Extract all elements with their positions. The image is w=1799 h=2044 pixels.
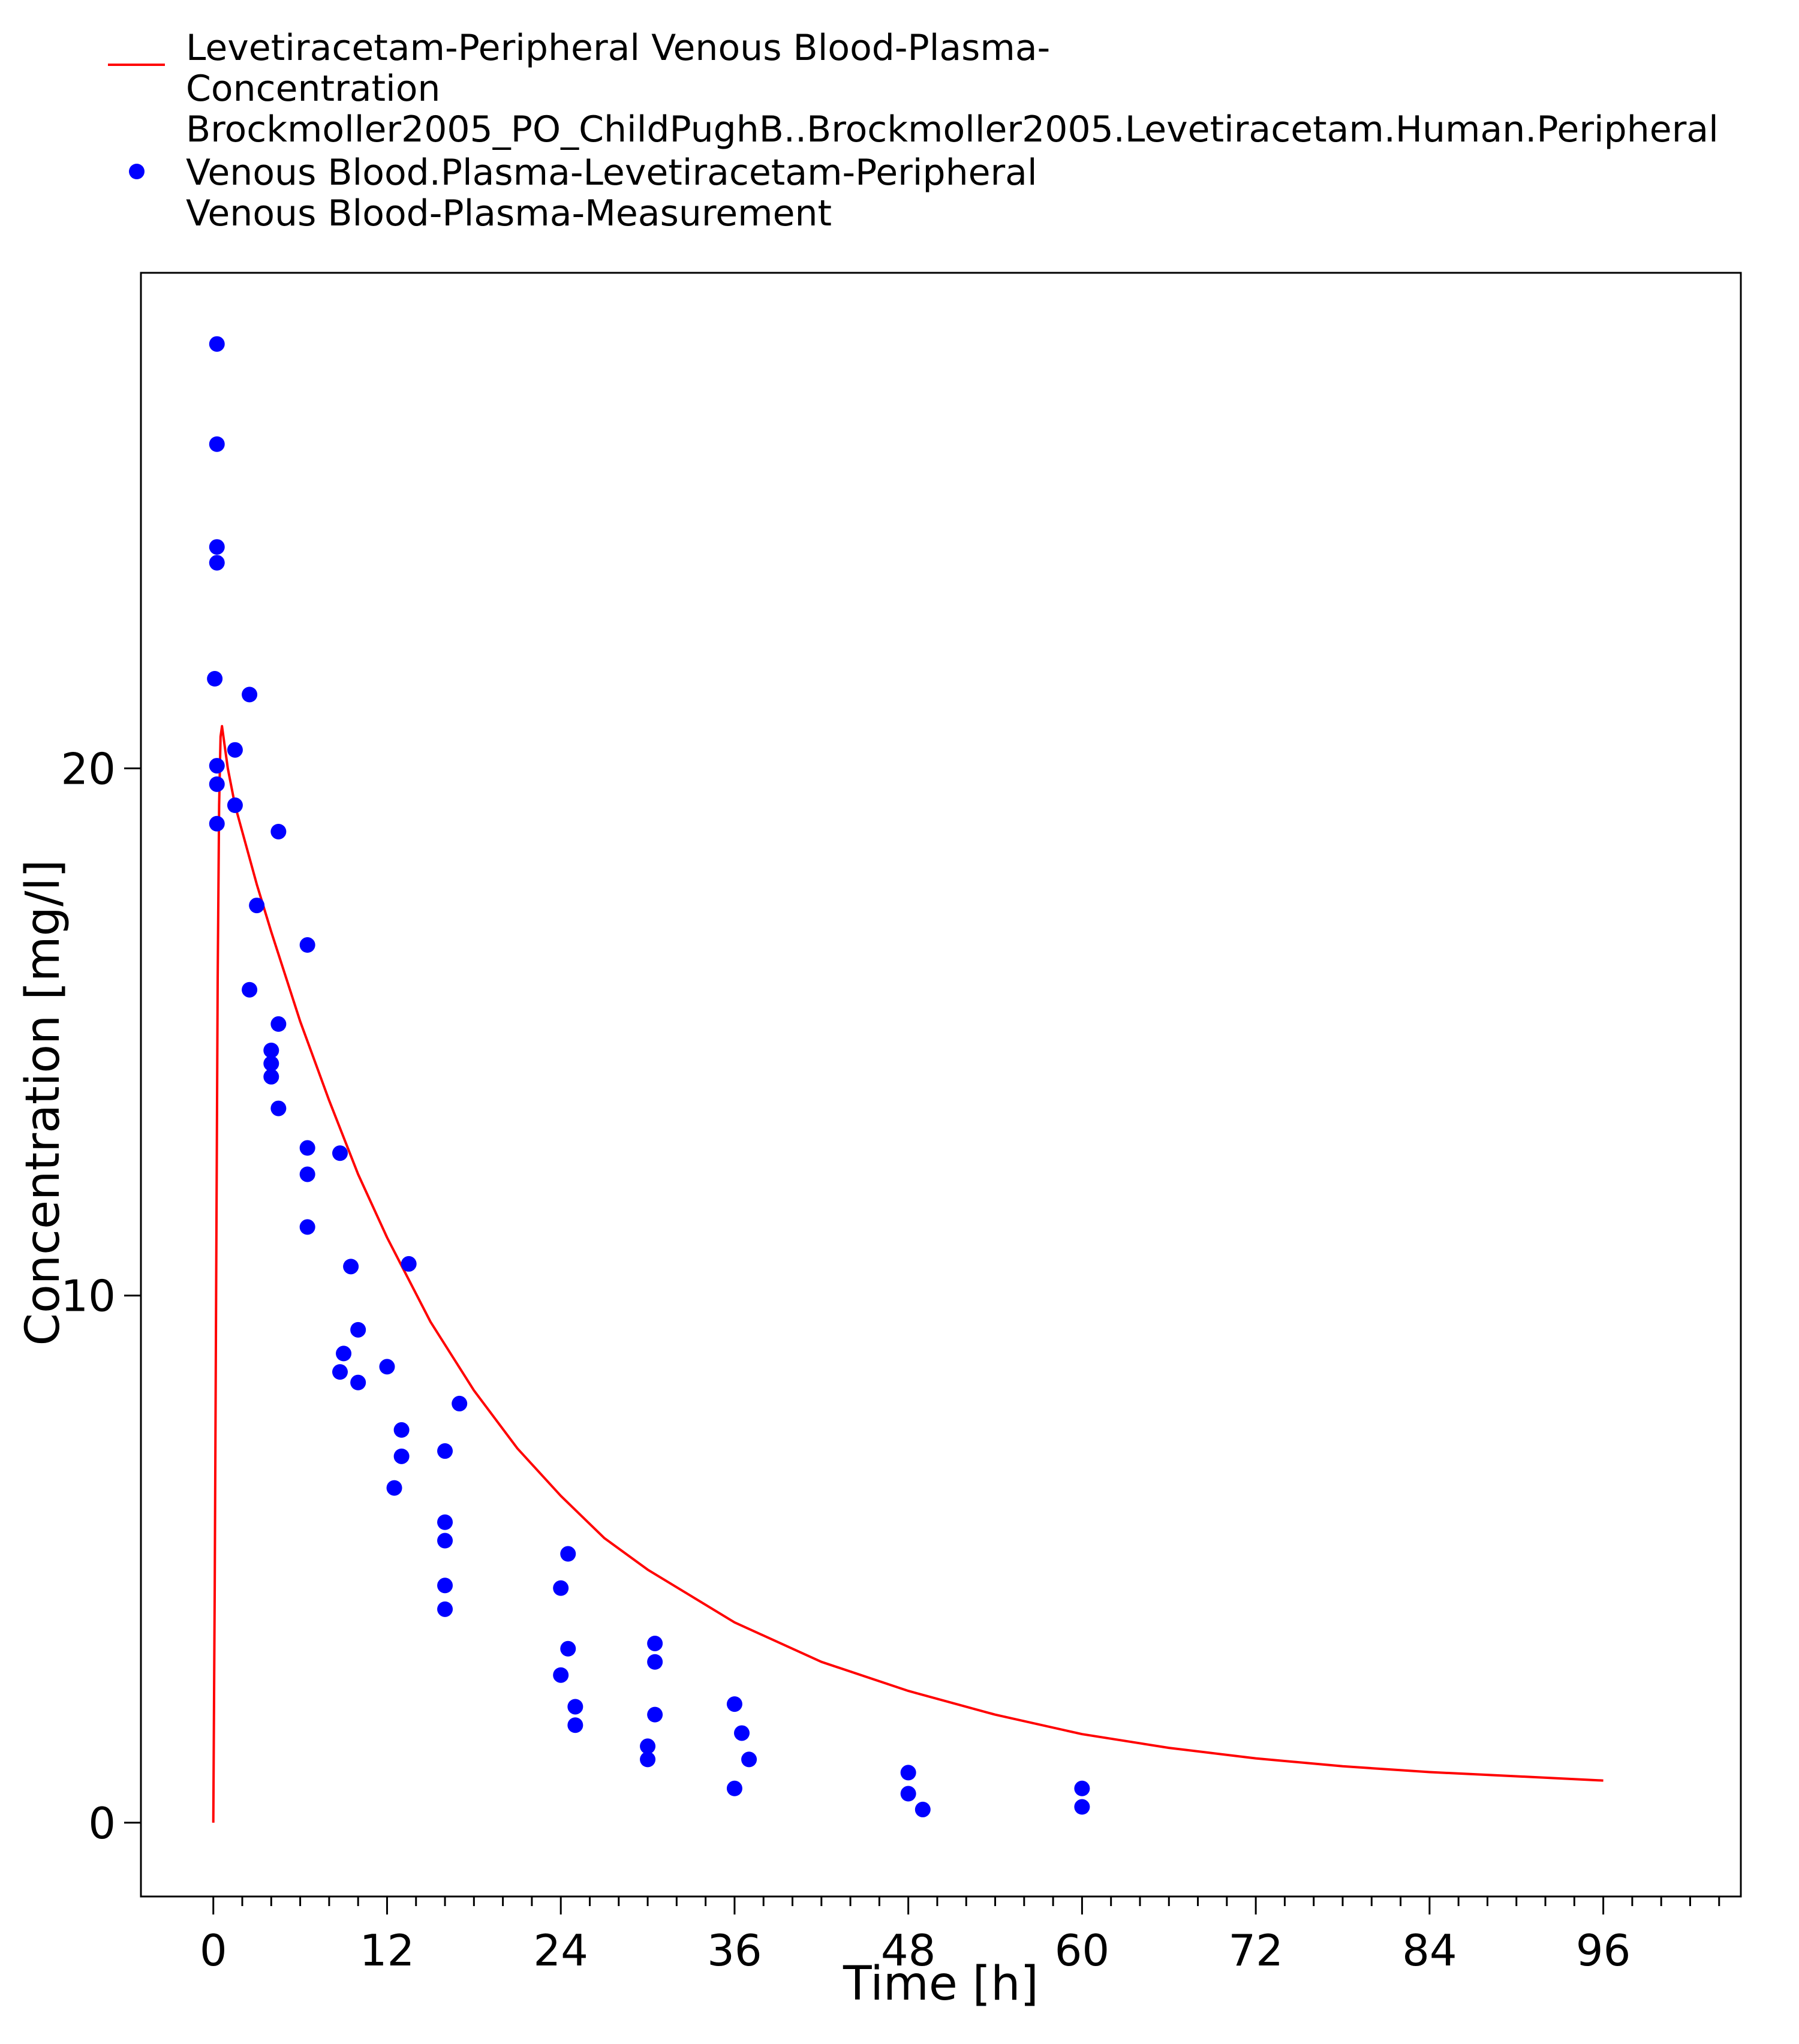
legend-entry-text: Concentration xyxy=(186,68,440,110)
measurement-point xyxy=(647,1706,663,1723)
x-tick-label: 60 xyxy=(1055,1925,1110,1976)
measurement-point xyxy=(567,1699,583,1715)
measurement-point xyxy=(350,1321,366,1338)
measurement-point xyxy=(263,1055,279,1071)
measurement-point xyxy=(299,937,315,953)
measurement-point xyxy=(209,336,225,352)
measurement-point xyxy=(401,1256,417,1272)
x-tick-label: 12 xyxy=(360,1925,415,1976)
measurement-point xyxy=(242,687,258,703)
measurement-point xyxy=(437,1601,453,1617)
measurement-point xyxy=(734,1725,750,1741)
measurement-point xyxy=(553,1667,569,1683)
measurement-point xyxy=(437,1443,453,1459)
x-axis-label: Time [h] xyxy=(843,1957,1039,2011)
y-tick-label: 20 xyxy=(61,743,116,794)
measurement-point xyxy=(242,982,258,998)
legend-entry-text: Venous Blood.Plasma-Levetiracetam-Periph… xyxy=(186,152,1037,194)
y-tick-label: 0 xyxy=(88,1798,116,1849)
measurement-point xyxy=(567,1717,583,1733)
measurement-point xyxy=(332,1145,348,1161)
measurement-point xyxy=(553,1580,569,1596)
measurement-point xyxy=(393,1422,410,1438)
measurement-point xyxy=(1074,1780,1090,1796)
y-axis-label: Concentration [mg/l] xyxy=(16,860,70,1346)
x-axis: 0 12 24 36 48 60 72 84 96 xyxy=(200,1897,1720,1976)
measurement-point xyxy=(263,1042,279,1058)
measurement-point xyxy=(560,1546,576,1562)
x-tick-label: 36 xyxy=(707,1925,762,1976)
x-tick-label: 84 xyxy=(1402,1925,1457,1976)
legend-entry-text: Brockmoller2005_PO_ChildPughB..Brockmoll… xyxy=(186,109,1719,150)
measurement-point xyxy=(726,1696,742,1712)
measurement-point xyxy=(393,1448,410,1464)
measurement-point xyxy=(900,1786,916,1802)
measurement-point xyxy=(209,539,225,555)
legend-entry-text: Levetiracetam-Peripheral Venous Blood-Pl… xyxy=(186,27,1050,69)
measurement-point xyxy=(350,1374,366,1390)
measurement-point xyxy=(647,1635,663,1651)
measurement-point xyxy=(726,1780,742,1796)
x-tick-label: 48 xyxy=(881,1925,936,1976)
measurement-point xyxy=(640,1738,656,1754)
y-tick-label: 10 xyxy=(61,1271,116,1321)
simulation-line xyxy=(212,725,1604,1823)
measurement-point xyxy=(437,1514,453,1530)
measurement-point xyxy=(263,1068,279,1085)
legend-point-swatch xyxy=(129,164,145,179)
measurement-point xyxy=(640,1751,656,1768)
measurement-point xyxy=(299,1166,315,1182)
measurement-point xyxy=(270,1016,287,1032)
measurement-point xyxy=(270,1100,287,1116)
measurement-point xyxy=(452,1395,468,1411)
legend-entry-text: Venous Blood-Plasma-Measurement xyxy=(186,192,832,234)
legend: Levetiracetam-Peripheral Venous Blood-Pl… xyxy=(108,27,1719,234)
measurement-point xyxy=(332,1364,348,1380)
measurement-point xyxy=(249,898,265,914)
measurement-point xyxy=(207,671,223,687)
measurement-point xyxy=(741,1751,757,1768)
measurement-point xyxy=(227,742,243,758)
x-tick-label: 72 xyxy=(1228,1925,1283,1976)
measurement-point xyxy=(299,1140,315,1156)
data-marks xyxy=(207,336,1604,1823)
measurement-point xyxy=(209,815,225,832)
y-axis: 0 10 20 xyxy=(61,743,141,1849)
measurement-point xyxy=(343,1259,359,1275)
x-tick-label: 0 xyxy=(200,1925,227,1976)
x-tick-label: 24 xyxy=(533,1925,588,1976)
plot-area-frame xyxy=(140,272,1742,1898)
measurement-point xyxy=(209,555,225,571)
measurement-point xyxy=(900,1765,916,1781)
measurement-point xyxy=(647,1654,663,1670)
measurement-point xyxy=(386,1480,402,1496)
measurement-point xyxy=(336,1345,352,1362)
x-tick-label: 96 xyxy=(1576,1925,1631,1976)
measurement-point xyxy=(560,1640,576,1657)
measurement-point xyxy=(227,797,243,814)
measurement-point xyxy=(437,1578,453,1594)
measurement-point xyxy=(914,1801,931,1817)
measurement-point xyxy=(209,436,225,452)
measurement-point xyxy=(299,1219,315,1235)
measurement-point xyxy=(270,823,287,839)
measurement-point xyxy=(437,1533,453,1549)
measurement-point xyxy=(209,758,225,774)
measurement-point xyxy=(379,1359,395,1375)
measurement-point xyxy=(1074,1799,1090,1815)
measurement-point xyxy=(209,776,225,792)
